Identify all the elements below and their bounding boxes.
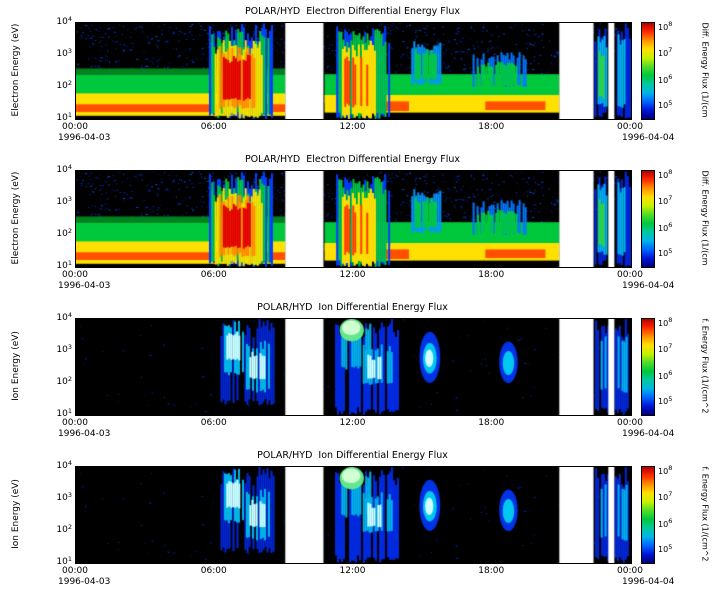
panel-title: POLAR/HYD Ion Differential Energy Flux bbox=[257, 302, 448, 313]
y-tick-label: 104 bbox=[56, 310, 72, 324]
x-axis-date-left: 1996-04-03 bbox=[58, 429, 111, 439]
panel-title: POLAR/HYD Electron Differential Energy F… bbox=[244, 6, 461, 17]
colorbar-ticks: 108 107 106 105 bbox=[658, 20, 698, 118]
x-axis-date-right: 1996-04-04 bbox=[622, 429, 675, 439]
colorbar-tick-label: 107 bbox=[658, 342, 673, 354]
colorbar-tick-label: 105 bbox=[658, 98, 673, 111]
colorbar-tick-label: 106 bbox=[658, 73, 673, 85]
y-tick-label: 104 bbox=[56, 162, 72, 176]
colorbar-tick-label: 108 bbox=[658, 464, 673, 476]
colorbar-tick-label: 105 bbox=[658, 246, 673, 259]
x-tick-label: 12:00 bbox=[339, 566, 366, 576]
panel-title: POLAR/HYD Ion Differential Energy Flux bbox=[257, 450, 448, 461]
x-axis-ticks: 00:00 06:00 12:00 18:00 00:00 bbox=[62, 418, 643, 429]
y-axis-ticks: 104 103 102 101 bbox=[38, 311, 72, 420]
y-tick-label: 101 bbox=[56, 554, 72, 568]
x-tick-label: 06:00 bbox=[200, 270, 227, 280]
y-axis-label: Electron Energy (eV) bbox=[11, 23, 21, 117]
y-axis-ticks: 104 103 102 101 bbox=[38, 15, 72, 124]
y-axis-ticks: 104 103 102 101 bbox=[38, 459, 72, 568]
y-tick-label: 103 bbox=[56, 490, 72, 504]
colorbar-label: Diff. Energy Flux (1/(cm bbox=[700, 22, 710, 118]
x-tick-label: 18:00 bbox=[478, 122, 505, 132]
colorbar-tick-label: 108 bbox=[658, 20, 673, 32]
colorbar-tick-label: 107 bbox=[658, 490, 673, 502]
x-tick-label: 18:00 bbox=[478, 418, 505, 428]
colorbar-ticks: 108 107 106 105 bbox=[658, 316, 698, 414]
y-tick-label: 102 bbox=[56, 374, 72, 388]
colorbar bbox=[641, 318, 655, 416]
x-axis-ticks: 00:00 06:00 12:00 18:00 00:00 bbox=[62, 270, 643, 281]
spectrogram-panel-ion-1: POLAR/HYD Ion Differential Energy Flux I… bbox=[0, 296, 722, 444]
x-tick-label: 18:00 bbox=[478, 270, 505, 280]
spectrogram-panel-electron-1: POLAR/HYD Electron Differential Energy F… bbox=[0, 0, 722, 148]
colorbar-label: Diff. Energy Flux (1/(cm bbox=[700, 170, 710, 266]
colorbar-tick-label: 107 bbox=[658, 46, 673, 58]
spectrogram-panel-electron-2: POLAR/HYD Electron Differential Energy F… bbox=[0, 148, 722, 296]
y-axis-label: Ion Energy (eV) bbox=[11, 479, 21, 549]
colorbar-ticks: 108 107 106 105 bbox=[658, 464, 698, 562]
colorbar bbox=[641, 22, 655, 120]
x-tick-label: 00:00 bbox=[617, 270, 643, 280]
y-tick-label: 103 bbox=[56, 342, 72, 356]
x-axis-date-right: 1996-04-04 bbox=[622, 133, 675, 143]
x-tick-label: 00:00 bbox=[617, 418, 643, 428]
colorbar-tick-label: 106 bbox=[658, 517, 673, 529]
colorbar-tick-label: 106 bbox=[658, 369, 673, 381]
x-tick-label: 00:00 bbox=[62, 566, 88, 576]
y-tick-label: 101 bbox=[56, 258, 72, 272]
colorbar bbox=[641, 466, 655, 564]
spectrogram-canvas bbox=[75, 22, 632, 120]
y-tick-label: 102 bbox=[56, 226, 72, 240]
x-axis-date-left: 1996-04-03 bbox=[58, 281, 111, 291]
x-axis-ticks: 00:00 06:00 12:00 18:00 00:00 bbox=[62, 122, 643, 133]
y-axis-label: Ion Energy (eV) bbox=[11, 331, 21, 401]
spectrogram-canvas bbox=[75, 466, 632, 564]
colorbar-ticks: 108 107 106 105 bbox=[658, 168, 698, 266]
x-axis-date-right: 1996-04-04 bbox=[622, 577, 675, 587]
colorbar-tick-label: 105 bbox=[658, 394, 673, 407]
y-tick-label: 101 bbox=[56, 406, 72, 420]
colorbar-tick-label: 106 bbox=[658, 221, 673, 233]
x-tick-label: 12:00 bbox=[339, 270, 366, 280]
colorbar-label: f. Energy Flux (1/(cm^2 bbox=[700, 466, 710, 562]
x-axis-date-right: 1996-04-04 bbox=[622, 281, 675, 291]
x-tick-label: 00:00 bbox=[62, 270, 88, 280]
x-tick-label: 00:00 bbox=[62, 122, 88, 132]
y-tick-label: 101 bbox=[56, 110, 72, 124]
y-tick-label: 104 bbox=[56, 458, 72, 472]
colorbar-tick-label: 108 bbox=[658, 316, 673, 328]
x-tick-label: 18:00 bbox=[478, 566, 505, 576]
x-tick-label: 12:00 bbox=[339, 418, 366, 428]
x-axis-ticks: 00:00 06:00 12:00 18:00 00:00 bbox=[62, 566, 643, 577]
y-tick-label: 104 bbox=[56, 14, 72, 28]
y-axis-label: Electron Energy (eV) bbox=[11, 171, 21, 265]
y-tick-label: 103 bbox=[56, 46, 72, 60]
x-axis-date-left: 1996-04-03 bbox=[58, 133, 111, 143]
spectrogram-canvas bbox=[75, 318, 632, 416]
spectrogram-canvas bbox=[75, 170, 632, 268]
x-axis-date-left: 1996-04-03 bbox=[58, 577, 111, 587]
y-axis-ticks: 104 103 102 101 bbox=[38, 163, 72, 272]
x-tick-label: 06:00 bbox=[200, 566, 227, 576]
colorbar-tick-label: 108 bbox=[658, 168, 673, 180]
colorbar-tick-label: 107 bbox=[658, 194, 673, 206]
colorbar bbox=[641, 170, 655, 268]
y-tick-label: 102 bbox=[56, 522, 72, 536]
panel-title: POLAR/HYD Electron Differential Energy F… bbox=[244, 154, 461, 165]
y-tick-label: 103 bbox=[56, 194, 72, 208]
x-tick-label: 06:00 bbox=[200, 122, 227, 132]
x-tick-label: 00:00 bbox=[617, 566, 643, 576]
spectrogram-panel-ion-2: POLAR/HYD Ion Differential Energy Flux I… bbox=[0, 444, 722, 592]
colorbar-tick-label: 105 bbox=[658, 542, 673, 555]
x-tick-label: 00:00 bbox=[62, 418, 88, 428]
x-tick-label: 12:00 bbox=[339, 122, 366, 132]
x-tick-label: 00:00 bbox=[617, 122, 643, 132]
colorbar-label: f. Energy Flux (1/(cm^2 bbox=[700, 318, 710, 414]
y-tick-label: 102 bbox=[56, 78, 72, 92]
x-tick-label: 06:00 bbox=[200, 418, 227, 428]
